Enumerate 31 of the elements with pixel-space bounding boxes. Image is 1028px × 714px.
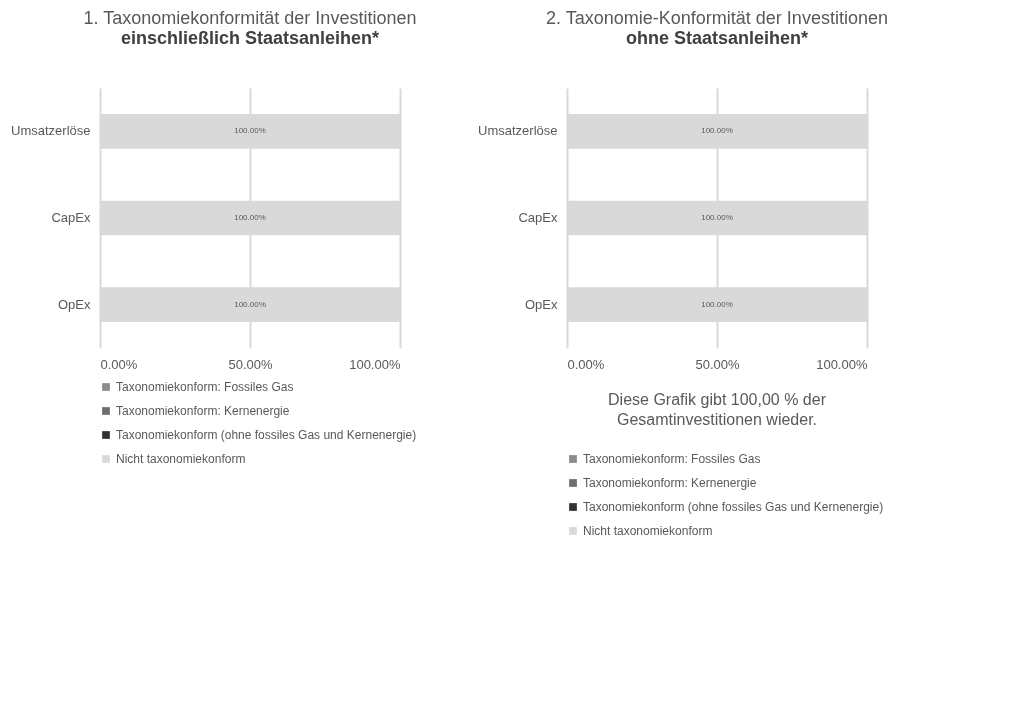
legend-label: Taxonomiekonform: Kernenergie (583, 476, 757, 490)
y-tick-label: CapEx (518, 210, 558, 225)
data-label: 100.00% (701, 213, 733, 222)
chart-subtitle: ohne Staatsanleihen* (625, 28, 809, 48)
data-label: 100.00% (234, 213, 266, 222)
chart-title: 1. Taxonomiekonformität der Investitionen (83, 8, 417, 28)
data-label: 100.00% (234, 126, 266, 136)
y-tick-label: CapEx (51, 210, 91, 225)
x-tick-label: 50.00% (695, 356, 740, 372)
legend-label: Taxonomiekonform: Kernenergie (116, 404, 290, 418)
legend-label: Taxonomiekonform (ohne fossiles Gas und Kernenergie) (583, 500, 884, 514)
data-label: 100.00% (234, 299, 266, 309)
legend-label: Nicht taxonomiekonform (583, 524, 713, 538)
data-label: 100.00% (701, 126, 733, 136)
data-label: 100.00% (701, 299, 733, 309)
y-tick-label: Umsatzerlöse (478, 123, 558, 139)
legend-label: Taxonomiekonform (ohne fossiles Gas und Kernenergie) (116, 428, 417, 442)
y-tick-label: OpEx (57, 296, 91, 312)
x-tick-label: 0.00% (100, 356, 138, 372)
x-tick-label: 100.00% (349, 356, 401, 372)
legend-label: Nicht taxonomiekonform (116, 452, 246, 466)
text: Diese Grafik gibt 100,00 % der Gesamtinvestitionen wieder. (608, 391, 827, 428)
chart-subtitle: einschließlich Staatsanleihen* (120, 28, 380, 48)
x-tick-label: 0.00% (567, 356, 605, 372)
y-tick-label: OpEx (524, 296, 558, 312)
x-tick-label: 100.00% (816, 356, 868, 372)
legend-label: Taxonomiekonform: Fossiles Gas (583, 452, 761, 466)
y-tick-label: Umsatzerlöse (11, 123, 91, 139)
x-tick-label: 50.00% (228, 356, 273, 372)
chart-title: 2. Taxonomie-Konformität der Investitionen (546, 8, 888, 28)
legend-label: Taxonomiekonform: Fossiles Gas (116, 380, 294, 394)
